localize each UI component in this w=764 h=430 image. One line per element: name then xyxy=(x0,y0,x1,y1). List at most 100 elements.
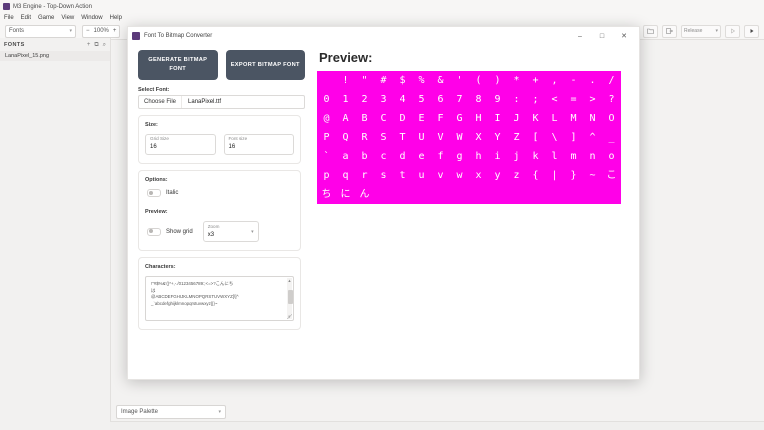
preview-section-title: Preview: xyxy=(145,209,168,215)
atlas-cell: j xyxy=(513,150,520,162)
atlas-row: ちにん xyxy=(317,185,621,204)
atlas-cell: z xyxy=(513,169,520,181)
atlas-cell: p xyxy=(323,169,330,181)
atlas-cell: 6 xyxy=(437,93,444,105)
atlas-cell: B xyxy=(361,112,368,124)
zoom-level-value: 100% xyxy=(93,28,109,34)
app-title: M3 Engine - Top-Down Action xyxy=(13,3,92,10)
atlas-cell: ] xyxy=(570,131,577,143)
menu-bar: File Edit Game View Window Help xyxy=(0,12,764,23)
minimize-button[interactable]: – xyxy=(578,32,582,40)
grid-size-input[interactable]: Grid Size 16 xyxy=(145,134,216,155)
build-config-select[interactable]: Release ▾ xyxy=(681,24,721,38)
atlas-cell xyxy=(374,185,393,204)
atlas-cell: ~ xyxy=(589,169,596,181)
atlas-cell: L xyxy=(551,112,558,124)
atlas-cell: ち xyxy=(321,188,332,200)
image-palette-select[interactable]: Image Palette ▾ xyxy=(116,405,226,419)
characters-line-3: @ABCDEFGHIJKLMNOPQRSTUVWXYZ[\]^ xyxy=(151,294,239,300)
atlas-cell xyxy=(602,185,621,204)
menu-file[interactable]: File xyxy=(4,14,14,21)
export-bitmap-font-button[interactable]: EXPORT BITMAP FONT xyxy=(225,50,305,80)
scrollbar-thumb[interactable] xyxy=(288,290,293,304)
search-icon[interactable]: ⌕ xyxy=(102,41,106,48)
characters-textarea[interactable]: !"#$%&'()*+,-./0123456789:;<=>?こんにち は @A… xyxy=(145,276,294,321)
resize-grip-icon[interactable] xyxy=(287,314,292,319)
font-item-label: LanaPixel_15.png xyxy=(5,53,50,59)
show-grid-toggle[interactable] xyxy=(147,227,161,236)
bitmap-font-atlas[interactable]: ! " # $% & ' () * +, -. / 0 1 2 3 4 5 6 7 8 9:; < = >? @ A B C D E F G H… xyxy=(317,71,621,204)
folder-icon[interactable] xyxy=(643,24,658,38)
atlas-cell: ; xyxy=(532,93,539,105)
zoom-in-button[interactable]: + xyxy=(112,28,117,34)
atlas-cell: | xyxy=(551,169,558,181)
menu-game[interactable]: Game xyxy=(38,14,55,21)
atlas-cell xyxy=(564,185,583,204)
italic-toggle[interactable] xyxy=(147,189,161,197)
scroll-up-icon[interactable]: ▲ xyxy=(287,278,292,283)
atlas-cell: 0 xyxy=(323,93,330,105)
atlas-cell: & xyxy=(437,74,444,86)
maximize-button[interactable]: □ xyxy=(599,32,605,40)
show-grid-toggle-row: Show grid xyxy=(145,227,193,236)
dialog-window-controls: – □ ✕ xyxy=(569,28,635,45)
italic-label: Italic xyxy=(166,190,179,196)
atlas-cell xyxy=(469,185,488,204)
atlas-cell: . xyxy=(589,74,596,86)
file-picker[interactable]: Choose File LanaPixel.ttf xyxy=(138,95,305,109)
grid-size-label: Grid Size xyxy=(150,136,169,141)
atlas-cell: O xyxy=(608,112,615,124)
font-size-input[interactable]: Font size 16 xyxy=(223,134,294,155)
atlas-cell: u xyxy=(418,169,425,181)
zoom-out-button[interactable]: − xyxy=(86,28,90,34)
atlas-cell: ' xyxy=(456,74,463,86)
atlas-row: p q r s t u v w x y z {|} ~ こ xyxy=(317,166,621,185)
atlas-cell: * xyxy=(513,74,520,86)
play-icon[interactable] xyxy=(744,24,759,38)
atlas-cell: : xyxy=(513,93,520,105)
dialog-titlebar[interactable]: Font To Bitmap Converter – □ ✕ xyxy=(128,27,639,45)
atlas-cell: こ xyxy=(606,169,617,181)
fonts-panel-actions: + ⧉ ⌕ xyxy=(87,42,106,48)
atlas-cell: g xyxy=(456,150,463,162)
choose-file-button[interactable]: Choose File xyxy=(139,96,183,108)
atlas-cell: > xyxy=(589,93,596,105)
atlas-cell: R xyxy=(361,131,368,143)
add-font-icon[interactable]: + xyxy=(86,41,91,48)
scene-select[interactable]: Fonts ▾ xyxy=(5,24,76,38)
list-item[interactable]: LanaPixel_15.png xyxy=(0,51,110,61)
fonts-panel-title: FONTS xyxy=(4,41,25,48)
atlas-cell: G xyxy=(456,112,463,124)
menu-help[interactable]: Help xyxy=(109,14,122,21)
atlas-cell: W xyxy=(456,131,463,143)
menu-edit[interactable]: Edit xyxy=(20,14,32,21)
atlas-cell: m xyxy=(570,150,577,162)
duplicate-font-icon[interactable]: ⧉ xyxy=(94,41,99,48)
characters-title: Characters: xyxy=(145,264,176,270)
atlas-cell: 4 xyxy=(399,93,406,105)
atlas-cell: E xyxy=(418,112,425,124)
chevron-down-icon: ▾ xyxy=(218,409,221,415)
atlas-cell: F xyxy=(437,112,444,124)
zoom-control: − 100% + xyxy=(82,24,121,38)
menu-window[interactable]: Window xyxy=(81,14,103,21)
select-font-label: Select Font: xyxy=(138,87,170,93)
toolbar-right-group: Release ▾ xyxy=(643,24,759,38)
atlas-cell: V xyxy=(437,131,444,143)
fonts-panel-header: FONTS + ⧉ ⌕ xyxy=(0,38,110,51)
grid-size-value: 16 xyxy=(150,143,157,150)
menu-view[interactable]: View xyxy=(61,14,75,21)
atlas-cell: 7 xyxy=(456,93,463,105)
export-icon[interactable] xyxy=(662,24,677,38)
atlas-row: ! " # $% & ' () * +, -. / xyxy=(317,71,621,90)
generate-bitmap-font-button[interactable]: GENERATE BITMAP FONT xyxy=(138,50,218,80)
atlas-cell: K xyxy=(532,112,539,124)
atlas-cell: Z xyxy=(513,131,520,143)
atlas-cell xyxy=(507,185,526,204)
close-button[interactable]: ✕ xyxy=(621,33,627,40)
atlas-cell: P xyxy=(323,131,330,143)
zoom-select[interactable]: Zoom x3 ▾ xyxy=(202,221,259,242)
step-play-icon[interactable] xyxy=(725,24,740,38)
atlas-cell: S xyxy=(380,131,387,143)
